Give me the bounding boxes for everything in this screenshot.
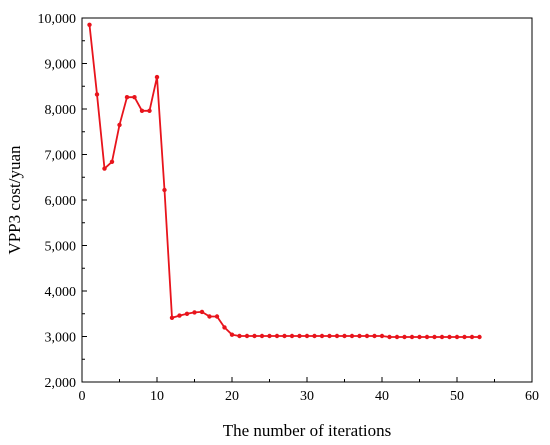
data-point (319, 333, 325, 339)
data-point (252, 333, 257, 339)
data-point (199, 309, 205, 315)
y-tick-label: 3,000 (45, 331, 77, 346)
data-point (349, 333, 355, 339)
data-point (154, 74, 160, 80)
x-tick-label: 40 (375, 389, 389, 404)
x-tick-label: 20 (225, 389, 239, 404)
y-tick-label: 8,000 (45, 103, 77, 118)
data-point (102, 166, 107, 171)
data-point (124, 95, 130, 100)
x-axis: 0 10 20 30 40 50 60 (79, 377, 539, 404)
y-tick-label: 2,000 (45, 376, 77, 391)
data-point (184, 311, 190, 316)
data-point (364, 333, 370, 339)
y-tick-label: 4,000 (45, 285, 77, 300)
data-point (394, 334, 400, 340)
x-tick-label: 10 (150, 389, 164, 404)
data-point (289, 333, 295, 339)
data-point (237, 333, 242, 339)
y-tick-label: 10,000 (38, 12, 77, 27)
data-point (259, 333, 265, 339)
data-point (357, 333, 362, 339)
x-tick-label: 0 (79, 389, 86, 404)
data-point (297, 333, 302, 339)
plot-border (81, 17, 533, 383)
data-point (282, 333, 287, 339)
data-point (132, 95, 137, 100)
data-point (327, 333, 332, 339)
y-axis-title: VPP3 cost/yuan (5, 145, 24, 255)
y-tick-label: 9,000 (45, 58, 77, 73)
data-point (417, 334, 422, 340)
data-point (94, 92, 100, 97)
data-point (244, 333, 250, 339)
data-point (139, 108, 145, 114)
data-point (387, 334, 392, 340)
data-point (214, 314, 220, 319)
data-point (402, 334, 407, 340)
y-axis: 2,000 3,000 4,000 5,000 6,000 7,000 8,000 9,000… (38, 12, 87, 391)
data-point (334, 333, 340, 339)
data-point (372, 333, 377, 339)
data-point (169, 315, 175, 320)
data-point (409, 334, 415, 340)
data-point (379, 333, 385, 339)
x-tick-label: 50 (450, 389, 464, 404)
y-tick-label: 7,000 (45, 149, 77, 164)
y-tick-label: 6,000 (45, 194, 77, 209)
data-point (432, 334, 437, 340)
data-point (439, 334, 445, 340)
data-point (222, 325, 227, 330)
x-tick-label: 60 (525, 389, 539, 404)
data-point (117, 122, 122, 128)
plot-frame (81, 17, 533, 383)
data-point (447, 334, 452, 340)
data-point (162, 187, 167, 193)
data-point (424, 334, 430, 340)
data-point (454, 334, 460, 340)
x-axis-title: The number of iterations (223, 421, 392, 440)
data-point (304, 333, 310, 339)
x-tick-label: 30 (300, 389, 314, 404)
data-point (312, 333, 317, 339)
series-line (88, 24, 480, 338)
data-point (274, 333, 280, 339)
data-point (229, 332, 235, 337)
data-point (109, 159, 115, 164)
y-tick-label: 5,000 (45, 240, 77, 255)
data-point (147, 108, 152, 114)
data-point (87, 22, 92, 27)
data-point (177, 313, 182, 318)
data-point (462, 334, 467, 340)
data-point (207, 314, 212, 319)
data-point (342, 333, 347, 339)
data-point (267, 333, 272, 339)
data-point (192, 310, 197, 315)
data-point (477, 334, 482, 340)
data-point (469, 334, 475, 340)
series-points (87, 22, 482, 340)
